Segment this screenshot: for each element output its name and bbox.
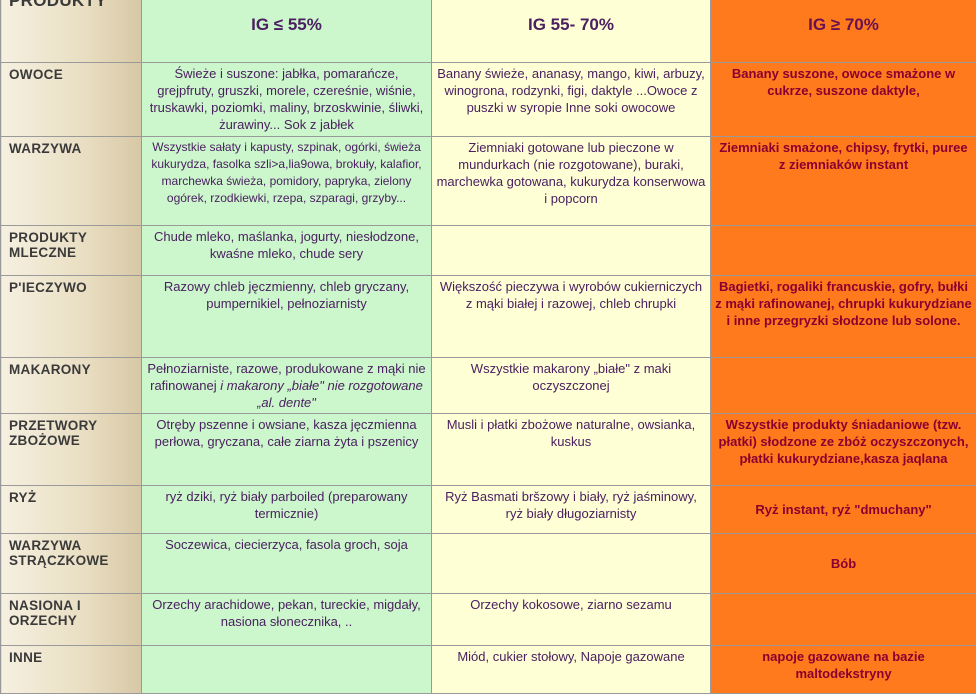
cell-high-ig <box>710 593 976 646</box>
cell-mid-ig: Wszystkie makarony „białe" z maki oczysz… <box>431 357 711 414</box>
cell-mid-ig: Banany świeże, ananasy, mango, kiwi, arb… <box>431 62 711 137</box>
row-label: P'IECZYWO <box>0 275 142 358</box>
table-row: NASIONA I ORZECHY Orzechy arachidowe, pe… <box>0 593 976 646</box>
row-label: WARZYWA <box>0 136 142 226</box>
table-row: PRODUKTY MLECZNE Chude mleko, maślanka, … <box>0 225 976 276</box>
cell-mid-ig: Musli i płatki zbożowe naturalne, owsian… <box>431 413 711 486</box>
row-label: PRODUKTY MLECZNE <box>0 225 142 276</box>
cell-high-ig: Wszystkie produkty śniadaniowe (tzw. pła… <box>710 413 976 486</box>
row-label: PRZETWORY ZBOŻOWE <box>0 413 142 486</box>
header-products: PRODUKTY <box>0 0 142 63</box>
table-row: RYŻ ryż dziki, ryż biały parboiled (prep… <box>0 485 976 534</box>
cell-high-ig: Banany suszone, owoce smażone w cukrze, … <box>710 62 976 137</box>
cell-high-ig: Bagietki, rogaliki francuskie, gofry, bu… <box>710 275 976 358</box>
cell-low-ig: Razowy chleb jęczmienny, chleb gryczany,… <box>141 275 432 358</box>
header-low-ig: IG ≤ 55% <box>141 0 432 63</box>
table-row: WARZYWA Wszystkie sałaty i kapusty, szpi… <box>0 136 976 226</box>
cell-mid-ig <box>431 533 711 594</box>
cell-low-ig: ryż dziki, ryż biały parboiled (preparow… <box>141 485 432 534</box>
cell-mid-ig: Większość pieczywa i wyrobów cukierniczy… <box>431 275 711 358</box>
cell-high-ig: Ziemniaki smażone, chipsy, frytki, puree… <box>710 136 976 226</box>
cell-high-ig: Ryż instant, ryż "dmuchany" <box>710 485 976 534</box>
row-label: WARZYWA STRĄCZKOWE <box>0 533 142 594</box>
cell-low-ig: Wszystkie sałaty i kapusty, szpinak, ogó… <box>141 136 432 226</box>
cell-high-ig: napoje gazowane na bazie maltodekstryny <box>710 645 976 694</box>
cell-mid-ig: Ziemniaki gotowane lub pieczone w mundur… <box>431 136 711 226</box>
table-row: P'IECZYWO Razowy chleb jęczmienny, chleb… <box>0 275 976 358</box>
cell-low-ig: Soczewica, ciecierzyca, fasola groch, so… <box>141 533 432 594</box>
cell-low-ig-italic: i makarony „białe" nie rozgotowane „al. … <box>220 378 423 410</box>
cell-high-ig: Bób <box>710 533 976 594</box>
cell-low-ig <box>141 645 432 694</box>
cell-low-ig: Otręby pszenne i owsiane, kasza jęczmien… <box>141 413 432 486</box>
cell-low-ig: Świeże i suszone: jabłka, pomarańcze, gr… <box>141 62 432 137</box>
table-row: PRZETWORY ZBOŻOWE Otręby pszenne i owsia… <box>0 413 976 486</box>
cell-high-ig <box>710 225 976 276</box>
row-label: OWOCE <box>0 62 142 137</box>
header-high-ig: IG ≥ 70% <box>710 0 976 63</box>
row-label: NASIONA I ORZECHY <box>0 593 142 646</box>
cell-mid-ig: Ryż Basmati bršzowy i biały, ryż jaśmino… <box>431 485 711 534</box>
table-row: OWOCE Świeże i suszone: jabłka, pomarańc… <box>0 62 976 137</box>
cell-low-ig: Orzechy arachidowe, pekan, tureckie, mig… <box>141 593 432 646</box>
cell-low-ig: Chude mleko, maślanka, jogurty, niesłodz… <box>141 225 432 276</box>
header-row: PRODUKTY IG ≤ 55% IG 55- 70% IG ≥ 70% <box>0 0 976 63</box>
table-row: WARZYWA STRĄCZKOWE Soczewica, ciecierzyc… <box>0 533 976 594</box>
row-label: MAKARONY <box>0 357 142 414</box>
cell-low-ig-text: Pełnoziarniste, razowe, produkowane z mą… <box>147 361 426 393</box>
header-mid-ig: IG 55- 70% <box>431 0 711 63</box>
row-label: RYŻ <box>0 485 142 534</box>
table-row: INNE Miód, cukier stołowy, Napoje gazowa… <box>0 645 976 694</box>
cell-low-ig: Pełnoziarniste, razowe, produkowane z mą… <box>141 357 432 414</box>
row-label: INNE <box>0 645 142 694</box>
cell-mid-ig: Orzechy kokosowe, ziarno sezamu <box>431 593 711 646</box>
cell-mid-ig <box>431 225 711 276</box>
cell-mid-ig: Miód, cukier stołowy, Napoje gazowane <box>431 645 711 694</box>
table-row: MAKARONY Pełnoziarniste, razowe, produko… <box>0 357 976 414</box>
cell-high-ig <box>710 357 976 414</box>
